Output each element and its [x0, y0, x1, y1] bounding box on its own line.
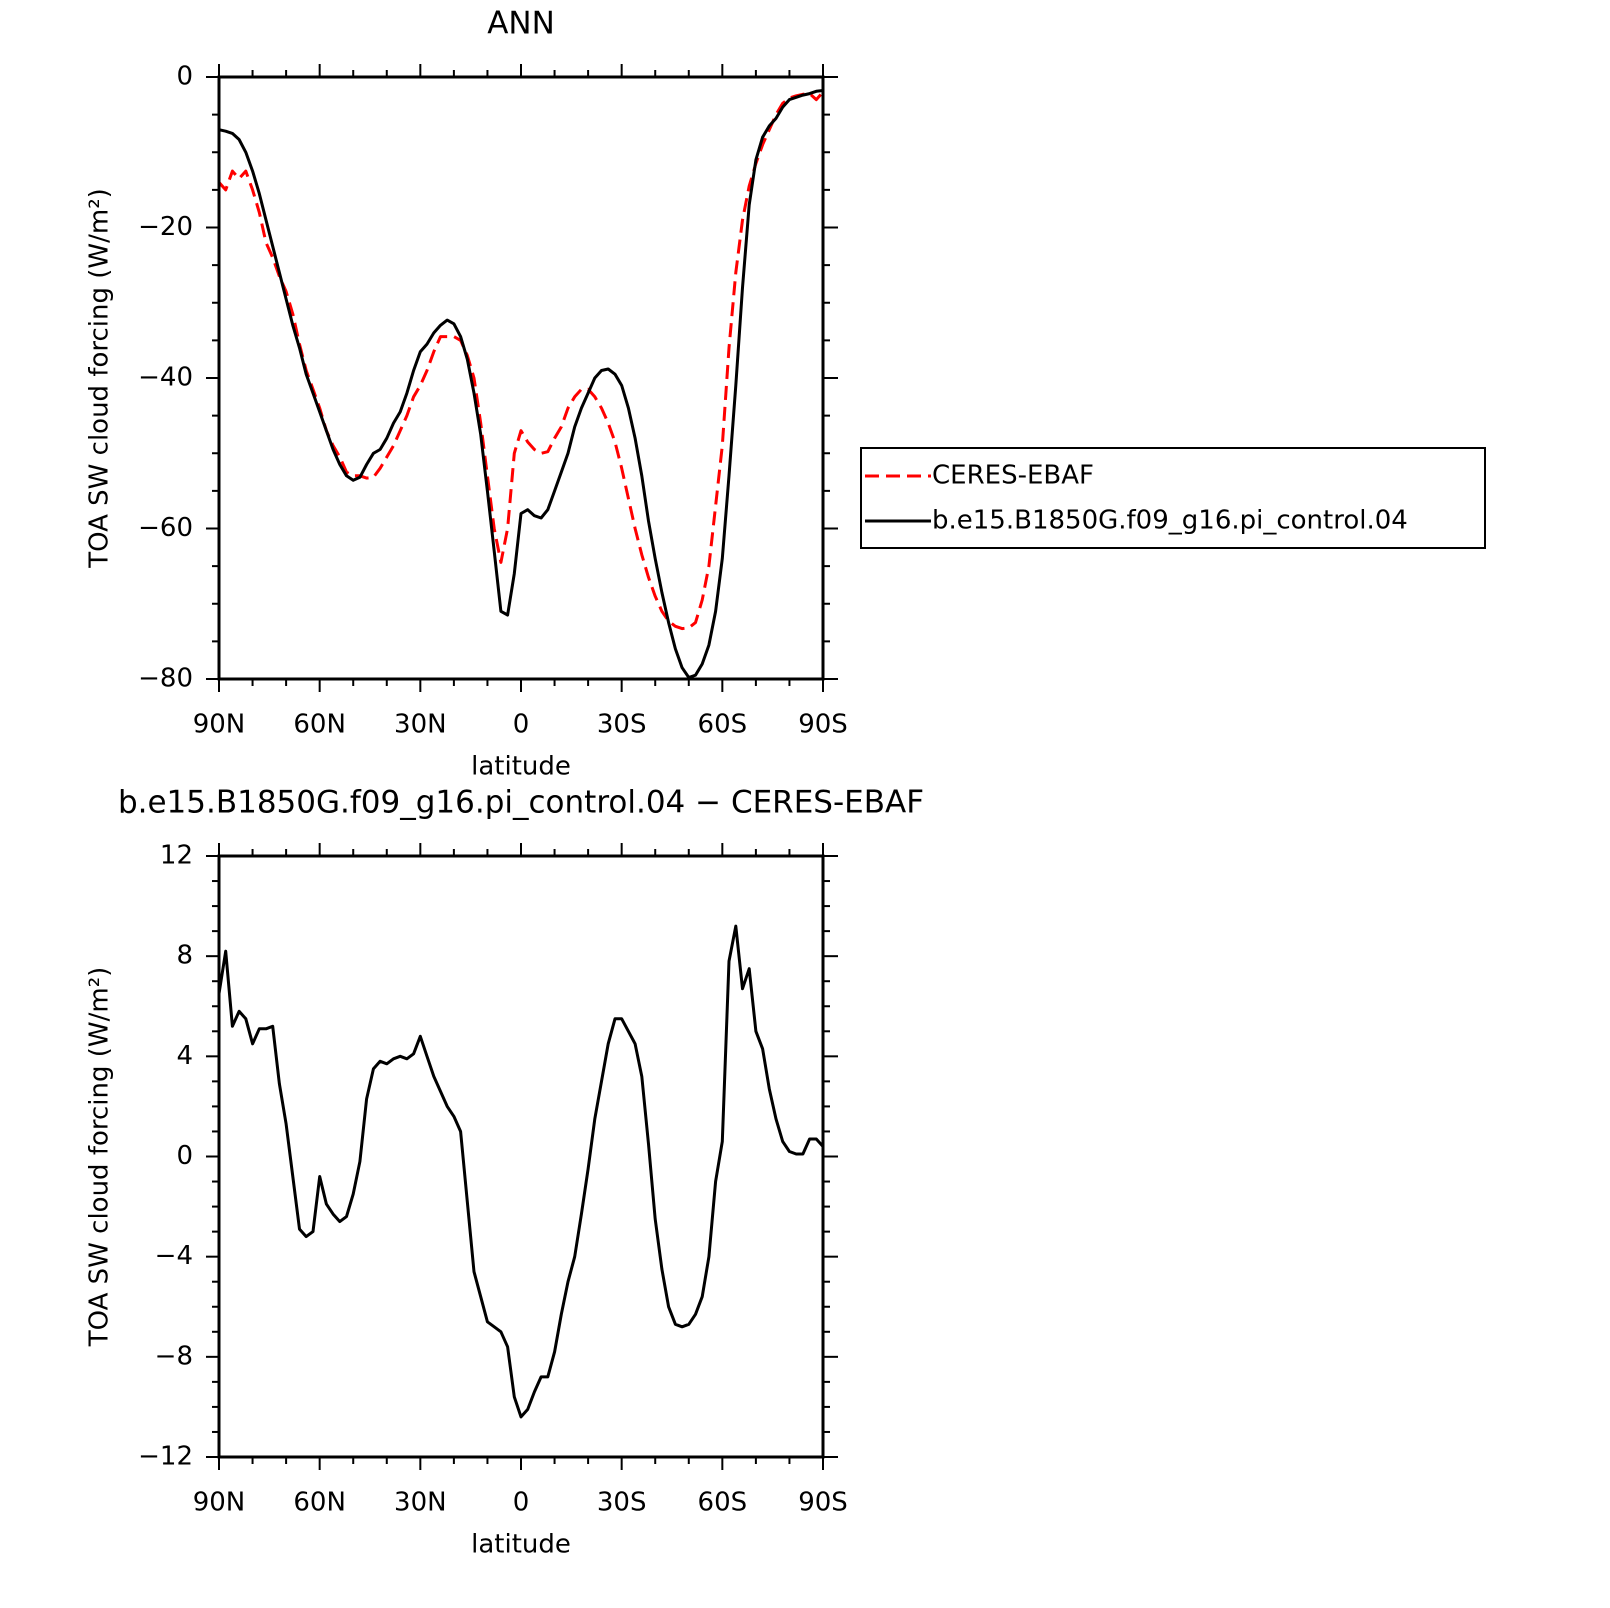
- x-tick-label: 30S: [597, 710, 647, 740]
- x-tick-label: 60S: [698, 1488, 748, 1518]
- x-tick-label: 0: [513, 710, 530, 740]
- y-tick-label: 12: [160, 841, 193, 871]
- y-axis-label: TOA SW cloud forcing (W/m²): [85, 188, 115, 569]
- x-axis-label: latitude: [471, 752, 571, 782]
- y-tick-label: −20: [138, 212, 193, 242]
- y-tick-label: 4: [176, 1041, 193, 1071]
- data-line: [218, 89, 824, 679]
- data-line: [217, 924, 825, 1419]
- legend-label: CERES-EBAF: [932, 461, 1094, 491]
- y-tick-label: 0: [176, 62, 193, 92]
- x-tick-label: 90N: [193, 710, 246, 740]
- x-tick-label: 60N: [293, 1488, 346, 1518]
- x-tick-label: 90S: [798, 1488, 848, 1518]
- y-tick-label: −60: [138, 513, 193, 543]
- x-tick-label: 0: [513, 1488, 530, 1518]
- y-tick-label: −12: [138, 1442, 193, 1472]
- x-tick-label: 90S: [798, 710, 848, 740]
- plot-frame: [217, 75, 825, 681]
- x-tick-label: 30S: [597, 1488, 647, 1518]
- x-tick-label: 60N: [293, 710, 346, 740]
- y-tick-label: 0: [176, 1141, 193, 1171]
- y-tick-label: −4: [155, 1241, 193, 1271]
- y-tick-label: −40: [138, 363, 193, 393]
- x-tick-label: 30N: [394, 1488, 447, 1518]
- x-tick-label: 60S: [698, 710, 748, 740]
- x-axis-label: latitude: [471, 1530, 571, 1560]
- y-tick-label: −8: [155, 1341, 193, 1371]
- chart-panel: ANN latitude TOA SW cloud forcing (W/m²) 90…: [85, 6, 1486, 782]
- x-tick-label: 90N: [193, 1488, 246, 1518]
- chart-title: ANN: [487, 6, 555, 42]
- x-tick-label: 30N: [394, 710, 447, 740]
- legend-label: b.e15.B1850G.f09_g16.pi_control.04: [932, 506, 1408, 536]
- y-tick-label: 8: [176, 941, 193, 971]
- legend-box: [860, 447, 1486, 549]
- chart-title: b.e15.B1850G.f09_g16.pi_control.04 − CER…: [118, 785, 924, 821]
- plot-frame: [217, 854, 825, 1459]
- y-axis-label: TOA SW cloud forcing (W/m²): [85, 967, 115, 1348]
- y-tick-label: −80: [138, 664, 193, 694]
- chart-panel: b.e15.B1850G.f09_g16.pi_control.04 − CER…: [85, 785, 925, 1560]
- data-line: [217, 91, 825, 631]
